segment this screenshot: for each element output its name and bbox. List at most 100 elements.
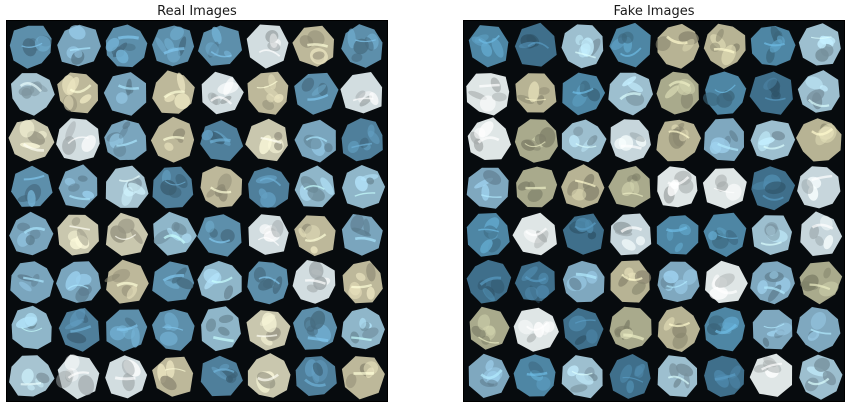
image-tile [340, 72, 383, 114]
image-tile [561, 355, 603, 399]
fake-images-grid [463, 20, 845, 402]
image-tile [9, 355, 55, 397]
image-tile [799, 261, 843, 305]
image-tile [294, 72, 339, 115]
image-tile [656, 119, 701, 162]
image-tile [294, 119, 336, 163]
image-tile [702, 168, 747, 209]
image-tile [516, 166, 558, 208]
image-tile [609, 354, 651, 399]
image-tile [752, 309, 793, 350]
image-tile [294, 215, 336, 257]
real-images-panel: Real Images [6, 0, 388, 410]
image-tile [561, 164, 605, 209]
image-tile [562, 260, 605, 303]
image-tile [749, 71, 793, 115]
image-tile [295, 356, 337, 396]
image-tile [152, 70, 195, 114]
image-tile [561, 119, 607, 163]
image-tile [466, 213, 510, 257]
image-tile [609, 22, 651, 68]
image-tile [11, 165, 53, 208]
image-tile [796, 118, 842, 162]
real-images-canvas [8, 24, 386, 400]
image-tile [105, 165, 149, 208]
image-tile [515, 73, 557, 113]
image-tile [10, 261, 54, 304]
image-tile [56, 261, 101, 303]
image-tile [57, 24, 101, 67]
image-tile [105, 355, 148, 399]
image-tile [610, 260, 652, 303]
image-tile [796, 307, 841, 353]
image-tile [8, 119, 55, 162]
image-tile [152, 166, 194, 209]
image-tile [292, 25, 334, 67]
image-tile [247, 261, 289, 305]
image-tile [800, 211, 843, 256]
image-tile [751, 215, 792, 255]
image-tile [201, 306, 241, 352]
image-tile [609, 306, 652, 350]
image-tile [513, 354, 556, 397]
image-tile [152, 261, 195, 302]
image-tile [200, 355, 243, 397]
image-tile [562, 213, 604, 255]
image-tile [704, 355, 745, 397]
image-tile [750, 261, 795, 305]
real-images-title: Real Images [157, 4, 237, 19]
image-tile [293, 306, 338, 350]
image-tile [703, 71, 747, 115]
image-tile [56, 118, 100, 162]
image-tile [246, 24, 289, 69]
image-tile [514, 119, 558, 163]
image-tile [11, 305, 52, 350]
image-tile [467, 117, 511, 160]
image-tile [704, 307, 745, 352]
image-tile [657, 166, 698, 208]
image-tile [750, 25, 796, 66]
image-tile [341, 307, 385, 350]
image-tile [150, 116, 195, 163]
image-tile [58, 307, 100, 352]
image-tile [610, 119, 651, 163]
image-tile [657, 355, 698, 397]
image-tile [797, 166, 841, 209]
image-tile [657, 306, 701, 352]
image-tile [9, 211, 54, 256]
image-tile [797, 70, 840, 113]
image-tile [562, 72, 606, 116]
image-tile [11, 73, 55, 116]
image-tile [248, 167, 290, 208]
image-tile [561, 24, 604, 69]
image-tile [197, 260, 242, 302]
image-tile [513, 307, 559, 352]
image-tile [608, 166, 651, 208]
image-tile [657, 261, 700, 302]
image-tile [341, 214, 383, 256]
image-tile [197, 214, 242, 257]
image-tile [703, 212, 747, 257]
image-tile [152, 356, 194, 397]
image-tile [200, 120, 244, 162]
image-tile [198, 25, 242, 66]
image-tile [466, 259, 512, 304]
image-tile [469, 306, 510, 350]
image-tile [749, 353, 793, 397]
image-tile [610, 213, 652, 256]
image-tile [9, 25, 52, 69]
image-tile [656, 71, 699, 115]
image-tile [342, 165, 386, 209]
image-tile [152, 25, 195, 67]
image-tile [514, 22, 557, 67]
image-tile [292, 260, 336, 304]
image-tile [514, 261, 555, 304]
image-tile [703, 118, 744, 161]
image-tile [468, 353, 510, 398]
image-tile [246, 310, 291, 351]
image-tile [608, 72, 653, 116]
image-tile [105, 24, 148, 68]
image-tile [750, 120, 796, 161]
image-tile [512, 212, 557, 256]
image-tile [152, 309, 195, 351]
